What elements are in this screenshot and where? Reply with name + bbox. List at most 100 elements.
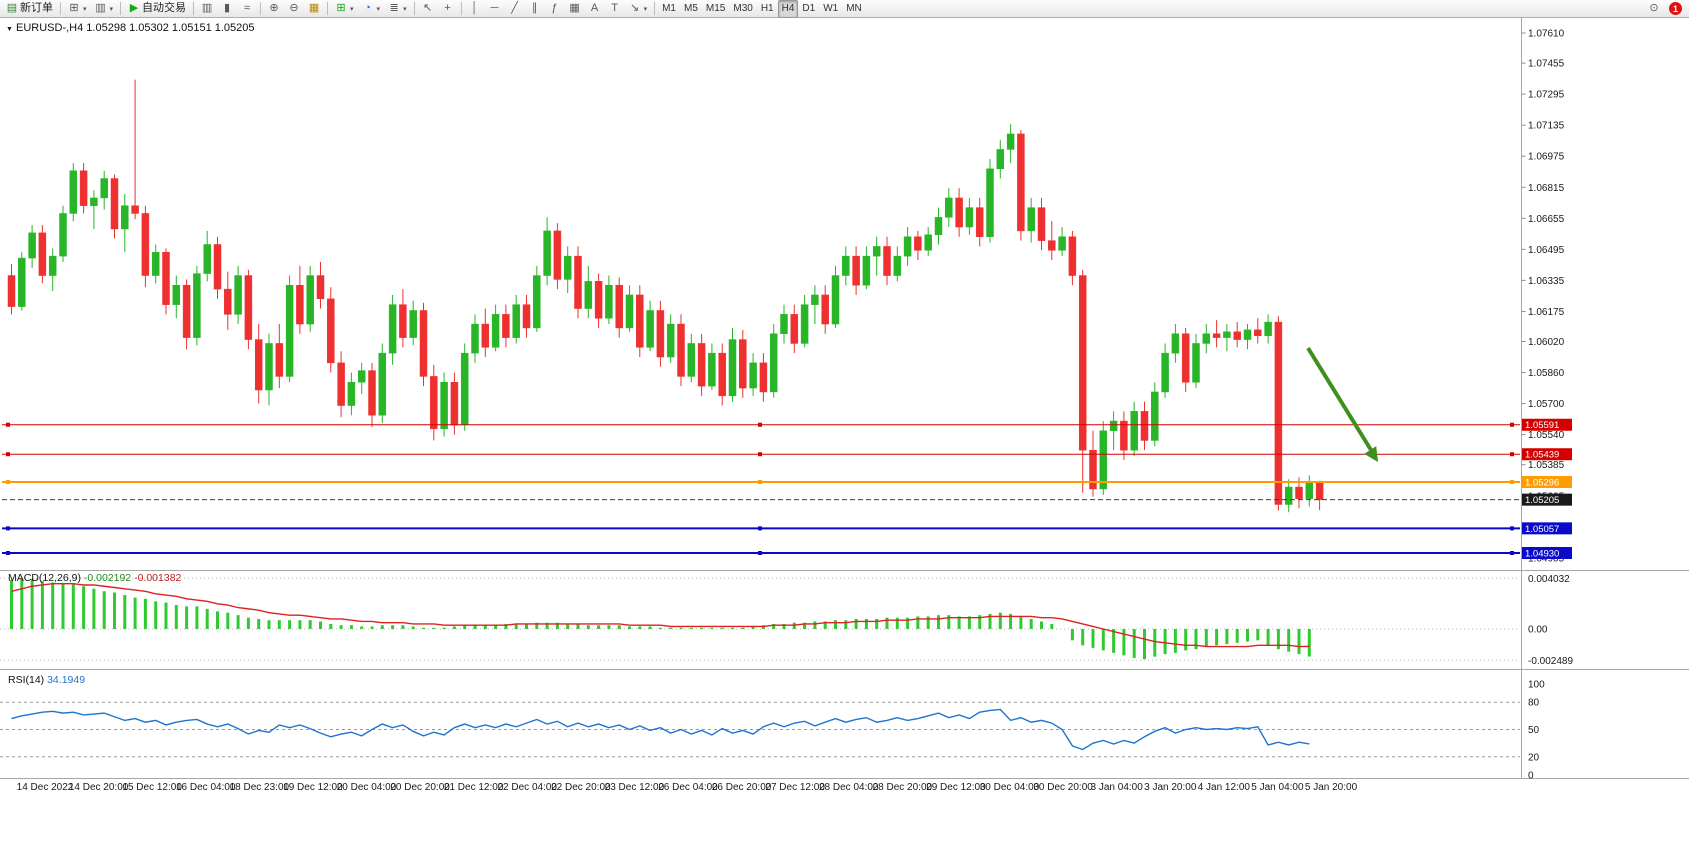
dropdown-arrow-icon: ▾ xyxy=(83,5,87,13)
tf-h1-label: H1 xyxy=(760,2,774,14)
line-handle[interactable] xyxy=(6,422,10,427)
price-badge-value: 1.05439 xyxy=(1525,450,1559,461)
tf-m1[interactable]: M1 xyxy=(658,0,680,18)
line-handle[interactable] xyxy=(6,551,10,556)
zoom-in-icon: ⊕ xyxy=(269,2,279,14)
hline-support-blue-2[interactable]: 1.04930 xyxy=(2,547,1572,560)
profiles-icon[interactable]: ▥ ▾ xyxy=(91,0,118,18)
zoom-out-icon: ⊖ xyxy=(289,2,299,14)
bar-chart-icon[interactable]: ▥ xyxy=(197,0,217,18)
crosshair-icon[interactable]: + xyxy=(438,0,458,18)
tf-h1[interactable]: H1 xyxy=(757,0,778,18)
new-order-button[interactable]: ▤ 新订单 xyxy=(2,0,57,18)
toolbar-group-timeframes: M1 M5 M15 M30 H1 H4 D1 W1 MN xyxy=(658,0,866,18)
dropdown-arrow-icon: ▾ xyxy=(376,5,381,13)
tf-w1[interactable]: W1 xyxy=(819,0,842,18)
macd-pane[interactable]: 0.004032 0.00 -0.002489 MACD(12,26,9) -0.00… xyxy=(0,572,1573,667)
hline-resistance-2[interactable]: 1.05439 xyxy=(2,448,1572,461)
time-axis-label: 5 Jan 20:00 xyxy=(1305,782,1358,793)
hline-support-orange[interactable]: 1.05296 xyxy=(2,475,1572,489)
dropdown-arrow-icon: ▾ xyxy=(109,5,114,13)
time-axis-label: 15 Dec 12:00 xyxy=(122,782,182,793)
dropdown-arrow-icon: ▾ xyxy=(643,5,648,13)
text-label-icon[interactable]: T xyxy=(605,0,625,18)
text-icon[interactable]: A xyxy=(585,0,605,18)
indicators-icon[interactable]: ≣ ▾ xyxy=(384,0,411,18)
new-chart-icon[interactable]: ⊞ ▾ xyxy=(64,0,91,18)
tf-m5-label: M5 xyxy=(684,2,698,14)
price-chart-pane[interactable] xyxy=(7,79,1324,513)
vertical-line-icon[interactable]: │ xyxy=(465,0,485,18)
toolbar-separator xyxy=(327,2,329,15)
tf-m15[interactable]: M15 xyxy=(702,0,729,18)
line-handle[interactable] xyxy=(6,526,10,531)
price-tick-label: 1.06655 xyxy=(1528,214,1565,225)
shapes-icon[interactable]: ▦ xyxy=(565,0,585,18)
time-axis-label: 30 Dec 20:00 xyxy=(1033,782,1093,793)
price-tick-label: 1.06815 xyxy=(1528,183,1565,194)
line-handle[interactable] xyxy=(1510,551,1514,556)
time-axis-label: 5 Jan 04:00 xyxy=(1251,782,1304,793)
candlestick-icon[interactable]: ▮ xyxy=(217,0,237,18)
line-handle[interactable] xyxy=(1510,452,1514,457)
tf-d1-label: D1 xyxy=(802,2,816,14)
tf-w1-label: W1 xyxy=(823,2,839,14)
zoom-out-icon[interactable]: ⊖ xyxy=(284,0,304,18)
channel-icon[interactable]: ∥ xyxy=(525,0,545,18)
time-axis-label: 22 Dec 20:00 xyxy=(551,782,611,793)
trendline-icon[interactable]: ╱ xyxy=(505,0,525,18)
line-handle[interactable] xyxy=(1510,479,1514,484)
horizontal-line-icon[interactable]: ─ xyxy=(485,0,505,18)
line-handle[interactable] xyxy=(1510,526,1514,531)
chart-dropdown-icon[interactable]: ▼ xyxy=(6,26,13,33)
price-badge xyxy=(1522,418,1572,431)
fibonacci-icon[interactable]: ƒ xyxy=(545,0,565,18)
clock-icon[interactable]: ◔ ▾ xyxy=(358,0,385,18)
time-axis-label: 28 Dec 20:00 xyxy=(873,782,933,793)
new-order-icon[interactable]: ⊞ ▾ xyxy=(331,0,358,18)
text-label-icon: T xyxy=(611,2,618,14)
line-handle[interactable] xyxy=(758,422,762,427)
tf-m5[interactable]: M5 xyxy=(680,0,702,18)
macd-axis-label: 0.004032 xyxy=(1528,574,1570,585)
rsi-line xyxy=(11,708,1310,751)
new-chart-icon: ⊞ xyxy=(69,2,79,14)
line-handle[interactable] xyxy=(6,452,10,457)
line-chart-icon[interactable]: ≈ xyxy=(237,0,257,18)
tf-d1[interactable]: D1 xyxy=(798,0,819,18)
hline-support-blue-1[interactable]: 1.05057 xyxy=(2,522,1572,535)
toolbar-group-chart-type: ▥ ▮ ≈ xyxy=(197,0,257,17)
chart-title: EURUSD-,H4 1.05298 1.05302 1.05151 1.052… xyxy=(16,22,255,34)
line-handle[interactable] xyxy=(1510,422,1514,427)
rsi-pane[interactable]: 100 80 50 20 0 RSI(14) 34.1949 xyxy=(0,674,1545,782)
zoom-in-icon[interactable]: ⊕ xyxy=(264,0,284,18)
toolbar-group-windows: ⊞ ▾ ▥ ▾ xyxy=(64,0,117,17)
toolbar-group-tools: ⊞ ▾ ◔ ▾ ≣ ▾ xyxy=(331,0,411,17)
search-button[interactable]: ⊙ xyxy=(1644,0,1664,18)
line-handle[interactable] xyxy=(758,452,762,457)
shapes-icon: ▦ xyxy=(569,2,580,14)
arrows-icon[interactable]: ↘ ▾ xyxy=(625,0,652,18)
tf-h4[interactable]: H4 xyxy=(777,0,799,18)
auto-trading-button[interactable]: ▶ 自动交易 xyxy=(124,0,190,18)
channel-icon: ∥ xyxy=(531,2,538,14)
time-axis-label: 3 Jan 20:00 xyxy=(1144,782,1197,793)
trend-arrow[interactable] xyxy=(1306,346,1378,462)
notifications-badge[interactable]: 1 xyxy=(1669,2,1682,15)
cursor-icon: ↖ xyxy=(422,2,433,14)
line-handle[interactable] xyxy=(758,551,762,556)
price-tick-label: 1.07455 xyxy=(1528,59,1565,70)
time-axis-label: 4 Jan 12:00 xyxy=(1198,782,1251,793)
line-handle[interactable] xyxy=(6,479,10,484)
toolbar-separator xyxy=(260,2,262,15)
toolbar-separator xyxy=(413,2,415,15)
line-handle[interactable] xyxy=(758,479,762,484)
tf-m30[interactable]: M30 xyxy=(729,0,756,18)
tf-mn[interactable]: MN xyxy=(842,0,866,18)
line-handle[interactable] xyxy=(758,526,762,531)
hline-resistance-1[interactable]: 1.05591 xyxy=(2,418,1572,432)
tile-windows-icon[interactable]: ▦ xyxy=(304,0,324,18)
cursor-icon[interactable]: ↖ xyxy=(418,0,438,18)
